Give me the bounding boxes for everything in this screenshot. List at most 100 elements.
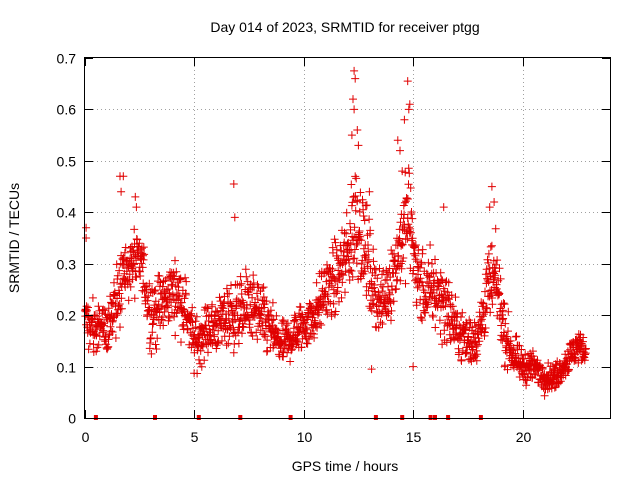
data-point [383, 308, 392, 316]
data-point [428, 311, 437, 320]
data-point [349, 192, 358, 201]
data-point [180, 294, 189, 303]
data-point [317, 321, 326, 329]
data-point [181, 290, 190, 299]
data-point [337, 269, 346, 278]
data-point [441, 301, 450, 310]
data-point [155, 308, 164, 317]
data-point [177, 338, 185, 347]
data-point [487, 241, 496, 250]
data-point [423, 271, 432, 280]
data-point [193, 369, 202, 378]
data-point [230, 213, 239, 222]
data-point [153, 334, 162, 343]
data-point [147, 349, 156, 358]
zero-marker [478, 415, 483, 420]
data-point [473, 340, 482, 349]
data-point [371, 265, 380, 274]
data-point [158, 313, 167, 322]
data-points [81, 66, 590, 420]
data-point [192, 312, 201, 321]
data-point [428, 259, 436, 268]
data-point [491, 224, 500, 233]
data-point [482, 303, 491, 312]
data-point [581, 344, 590, 353]
data-point [104, 304, 113, 313]
data-point [214, 326, 223, 335]
data-point [485, 203, 494, 212]
data-point [424, 258, 433, 267]
data-point [484, 258, 493, 267]
data-point [338, 278, 347, 287]
data-point [448, 302, 457, 311]
data-point [498, 306, 507, 315]
data-point [522, 381, 531, 390]
data-point [262, 347, 271, 356]
data-point [324, 297, 333, 306]
data-point [329, 299, 338, 308]
data-point [435, 316, 444, 325]
data-point [198, 341, 207, 350]
data-point [364, 247, 373, 256]
data-point [213, 307, 222, 316]
data-point [403, 195, 412, 203]
data-point [224, 314, 233, 323]
data-point [295, 327, 304, 336]
data-point [82, 234, 91, 242]
data-point [139, 255, 148, 264]
data-point [283, 348, 292, 357]
data-point [326, 299, 335, 308]
data-point [150, 287, 159, 296]
data-point [543, 385, 552, 394]
data-point [315, 319, 324, 328]
data-point [215, 293, 224, 302]
data-point [530, 370, 539, 379]
x-tick-label: 20 [516, 429, 532, 445]
data-point [82, 223, 91, 232]
data-point [131, 192, 140, 201]
data-point [115, 266, 124, 275]
data-point [364, 255, 373, 264]
data-point [461, 325, 470, 334]
data-point [311, 322, 320, 331]
y-tick-label: 0.6 [57, 102, 77, 118]
data-point [348, 272, 357, 281]
data-point [132, 273, 141, 282]
data-point [387, 306, 396, 315]
data-point [431, 323, 440, 332]
data-point [341, 288, 349, 297]
data-point [438, 340, 447, 349]
y-tick-label: 0.1 [57, 360, 77, 376]
data-point [207, 336, 216, 345]
data-point [365, 215, 374, 224]
data-point [538, 363, 547, 372]
data-point [311, 318, 320, 327]
y-tick-label: 0.3 [57, 257, 77, 273]
data-point [503, 365, 512, 374]
data-point [427, 269, 436, 278]
x-tick-label: 5 [191, 429, 199, 445]
data-point [164, 285, 173, 293]
data-point [439, 203, 448, 212]
data-point [438, 276, 447, 285]
data-point [127, 254, 136, 262]
data-point [356, 188, 365, 197]
data-point [347, 267, 356, 275]
data-point [208, 326, 217, 334]
data-point [99, 326, 107, 335]
data-point [517, 345, 526, 354]
data-point [123, 264, 132, 273]
data-point [138, 263, 147, 272]
data-point [401, 279, 410, 288]
data-point [345, 258, 354, 267]
data-point [502, 332, 511, 341]
data-point [139, 243, 148, 252]
data-point [431, 255, 439, 264]
data-point [172, 267, 181, 276]
data-point [406, 228, 415, 237]
data-point [411, 241, 420, 249]
data-point [472, 342, 481, 351]
data-point [484, 249, 493, 258]
data-point [250, 313, 259, 321]
